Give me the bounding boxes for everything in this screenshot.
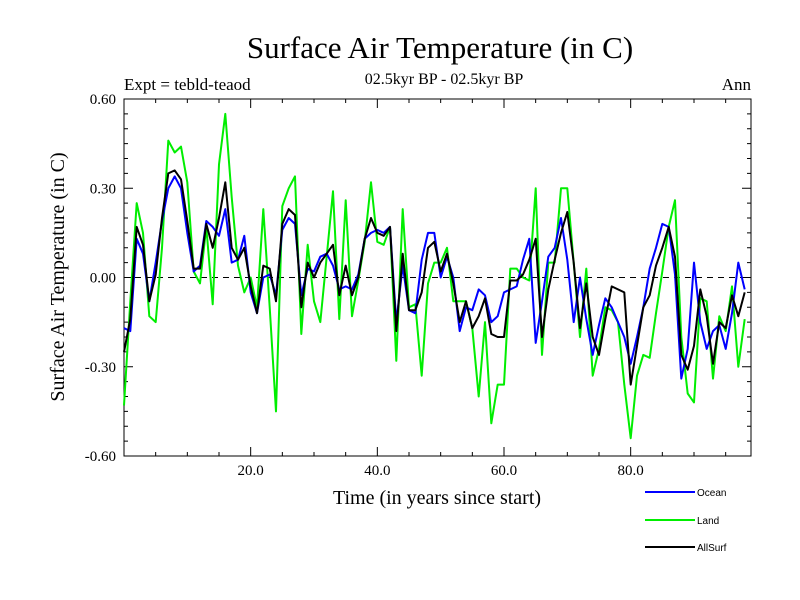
series-line-land [123,112,746,440]
y-tick-label: -0.30 [85,360,116,376]
series-layer [123,112,746,440]
y-tick-label: 0.00 [90,271,116,287]
season-label: Ann [722,75,752,94]
y-axis-label: Surface Air Temperature (in C) [47,152,69,401]
legend-label-ocean: Ocean [697,488,726,499]
y-tick-label: 0.30 [90,181,116,197]
period-label: 02.5kyr BP - 02.5kyr BP [365,71,524,88]
y-tick-label: -0.60 [85,449,116,465]
legend-label-land: Land [697,516,719,527]
chart-title: Surface Air Temperature (in C) [247,30,633,65]
legend: Ocean Land AllSurf [645,488,727,554]
x-tick-label: 80.0 [618,463,644,479]
x-tick-label: 60.0 [491,463,517,479]
x-axis-label: Time (in years since start) [333,487,541,509]
x-tick-label: 40.0 [364,463,390,479]
expt-label: Expt = tebld-teaod [124,75,251,94]
series-line-allsurf [123,169,746,386]
legend-label-allsurf: AllSurf [697,543,727,554]
y-tick-label: 0.60 [90,92,116,108]
x-tick-label: 20.0 [238,463,264,479]
